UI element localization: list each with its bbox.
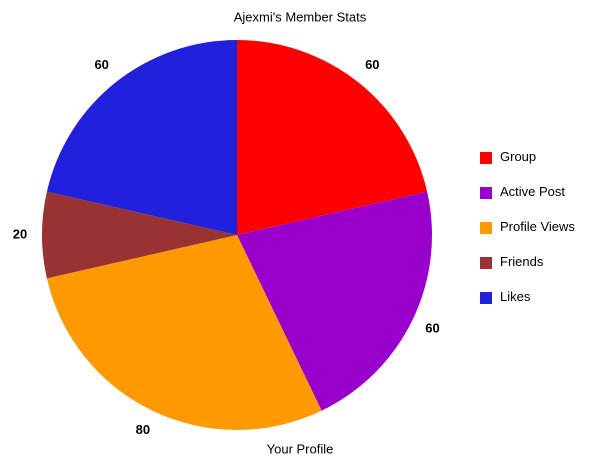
- pie-slice: [46, 235, 322, 430]
- legend-swatch: [480, 152, 492, 164]
- legend-item: Profile Views: [500, 220, 575, 234]
- pie-slice: [237, 191, 432, 411]
- legend-label: Active Post: [500, 185, 566, 199]
- data-label: 60: [365, 57, 379, 72]
- pie-slice: [46, 40, 238, 235]
- x-label: Your Profile: [267, 441, 334, 456]
- legend-swatch: [480, 292, 492, 304]
- data-label: 80: [136, 422, 150, 437]
- legend-label: Group: [500, 150, 537, 164]
- legend-label: Likes: [500, 290, 531, 304]
- legend-swatch: [480, 222, 492, 234]
- chart-title: Ajexmi's Member Stats: [234, 9, 367, 24]
- data-label: 60: [94, 57, 108, 72]
- pie-slice: [41, 191, 237, 279]
- legend-label: Profile Views: [500, 220, 575, 234]
- pie-slice: [237, 40, 428, 235]
- legend-swatch: [480, 187, 492, 199]
- legend-item: Likes: [500, 290, 531, 304]
- legend-item: Friends: [500, 255, 544, 269]
- data-label: 20: [13, 226, 27, 241]
- data-label: 60: [425, 321, 439, 336]
- legend-label: Friends: [500, 255, 544, 269]
- legend-item: Active Post: [500, 185, 566, 199]
- legend-swatch: [480, 257, 492, 269]
- legend-item: Group: [500, 150, 537, 164]
